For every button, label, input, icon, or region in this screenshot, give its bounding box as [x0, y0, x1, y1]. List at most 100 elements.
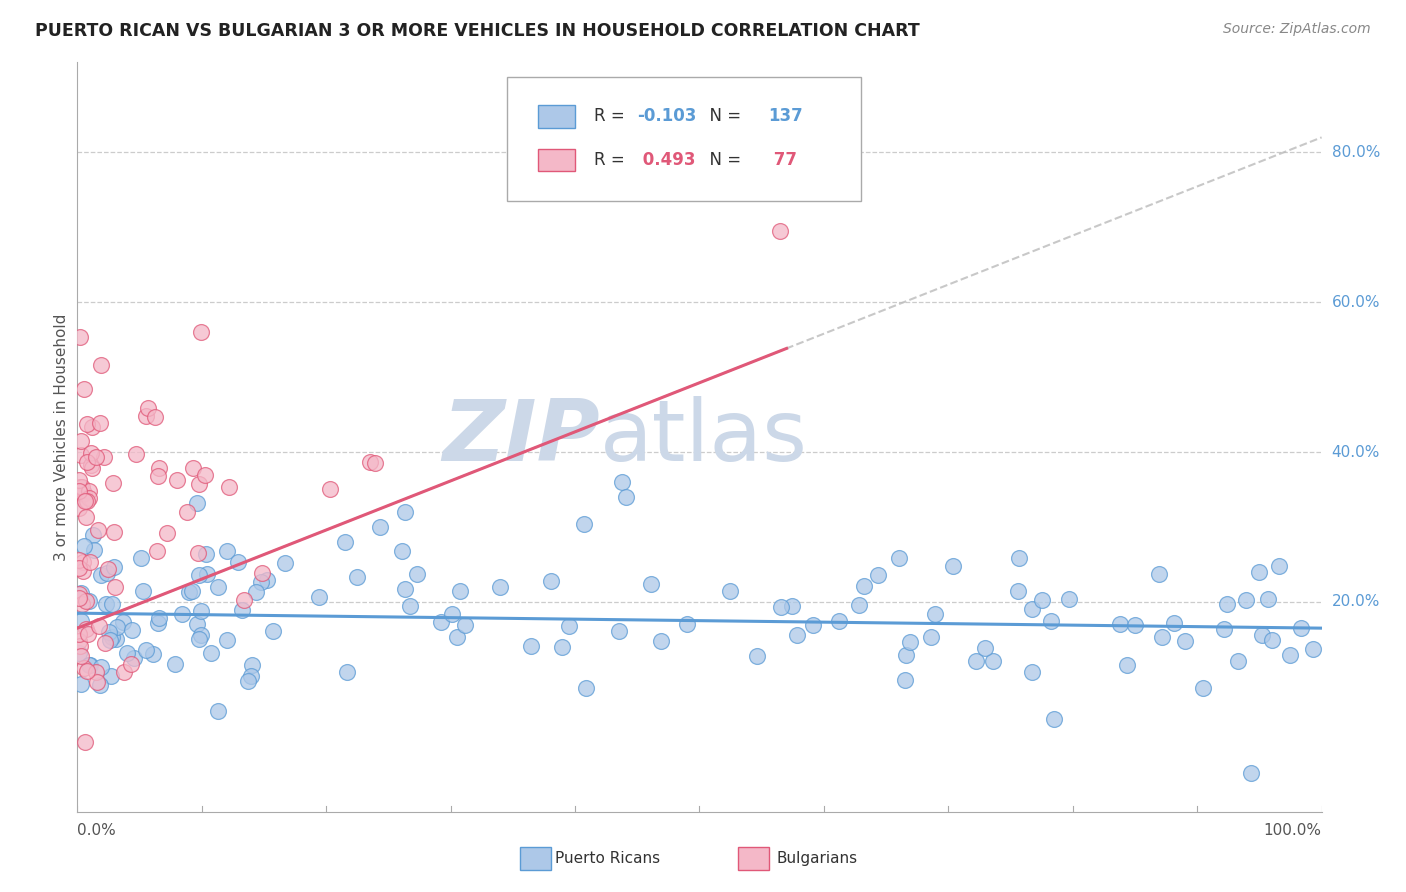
Point — [1116, 658, 1139, 673]
Point — [429, 615, 451, 629]
Point — [70, 586, 93, 600]
Point — [274, 556, 297, 570]
Point — [399, 599, 422, 613]
Point — [70, 648, 93, 663]
Point — [519, 639, 541, 653]
Point — [1057, 591, 1080, 606]
Point — [1147, 567, 1170, 582]
Point — [1249, 566, 1271, 580]
Point — [67, 500, 90, 515]
Point — [942, 559, 965, 574]
Point — [104, 632, 127, 646]
Text: R =: R = — [593, 151, 630, 169]
Point — [79, 555, 101, 569]
Text: 137: 137 — [768, 107, 803, 126]
FancyBboxPatch shape — [537, 149, 575, 171]
Point — [77, 658, 100, 673]
Point — [69, 329, 91, 343]
Point — [67, 474, 90, 488]
Point — [974, 641, 997, 656]
Point — [1021, 601, 1043, 615]
Point — [747, 648, 769, 663]
Point — [188, 632, 211, 646]
Text: 40.0%: 40.0% — [1331, 444, 1379, 459]
Point — [87, 524, 110, 538]
Point — [1031, 593, 1053, 607]
Point — [231, 602, 253, 616]
Point — [346, 570, 368, 584]
Point — [70, 597, 93, 611]
Point — [72, 555, 94, 569]
Point — [177, 584, 200, 599]
Point — [887, 551, 910, 566]
Point — [72, 487, 94, 501]
Point — [67, 591, 90, 605]
Point — [89, 416, 111, 430]
Point — [1261, 632, 1284, 647]
Point — [190, 628, 212, 642]
Point — [89, 660, 111, 674]
Point — [101, 597, 124, 611]
Point — [76, 417, 98, 432]
Point — [868, 568, 890, 582]
Point — [80, 461, 103, 475]
Point — [148, 461, 170, 475]
Text: 0.493: 0.493 — [637, 151, 696, 169]
Point — [1174, 634, 1197, 648]
FancyBboxPatch shape — [537, 105, 575, 128]
Point — [207, 580, 229, 594]
Point — [1278, 648, 1301, 662]
Point — [73, 660, 96, 674]
Text: atlas: atlas — [600, 395, 808, 479]
Point — [70, 448, 93, 462]
Point — [176, 505, 198, 519]
Point — [70, 614, 93, 628]
Point — [965, 654, 987, 668]
Point — [111, 615, 134, 629]
Point — [195, 547, 218, 561]
Point — [1216, 597, 1239, 611]
Point — [98, 632, 121, 647]
Point — [94, 598, 117, 612]
Point — [920, 630, 942, 644]
Point — [79, 446, 101, 460]
Point — [80, 458, 103, 472]
Point — [143, 409, 166, 424]
Point — [1302, 641, 1324, 656]
Point — [73, 486, 96, 500]
Point — [675, 617, 697, 632]
Point — [67, 646, 90, 660]
Point — [801, 617, 824, 632]
Point — [188, 568, 211, 582]
Point — [124, 447, 146, 461]
Point — [75, 493, 97, 508]
Point — [77, 626, 100, 640]
Point — [181, 460, 204, 475]
Point — [86, 450, 108, 464]
Text: 60.0%: 60.0% — [1331, 294, 1381, 310]
Point — [122, 650, 145, 665]
Point — [131, 551, 153, 566]
Point — [76, 493, 98, 508]
Point — [87, 618, 110, 632]
Point — [1007, 584, 1029, 599]
Point — [394, 582, 416, 597]
Point — [79, 483, 101, 498]
Point — [67, 626, 90, 640]
Point — [148, 615, 170, 630]
Point — [440, 607, 463, 621]
Point — [194, 468, 217, 483]
Point — [84, 665, 107, 680]
Text: PUERTO RICAN VS BULGARIAN 3 OR MORE VEHICLES IN HOUSEHOLD CORRELATION CHART: PUERTO RICAN VS BULGARIAN 3 OR MORE VEHI… — [35, 22, 920, 40]
Point — [76, 664, 98, 678]
Point — [72, 564, 94, 578]
Point — [640, 576, 662, 591]
Point — [69, 480, 91, 494]
Point — [853, 579, 876, 593]
Point — [262, 624, 284, 638]
Point — [718, 583, 741, 598]
Point — [250, 574, 273, 589]
Point — [336, 665, 359, 680]
Point — [89, 677, 111, 691]
Point — [135, 643, 157, 657]
